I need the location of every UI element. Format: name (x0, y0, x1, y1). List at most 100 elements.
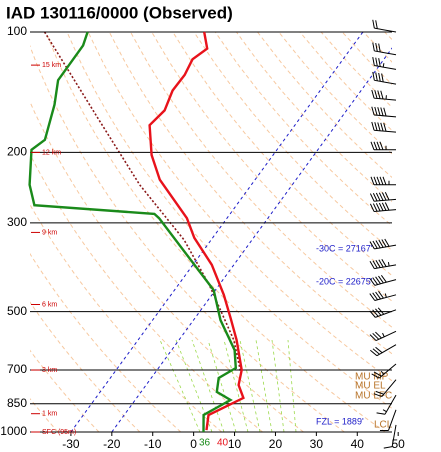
wind-barb (369, 202, 397, 213)
annotation: -20C = 22675' (316, 276, 373, 286)
barb (378, 58, 381, 67)
barb (373, 393, 383, 398)
barb (375, 42, 378, 52)
barb (369, 310, 376, 318)
barb (372, 19, 375, 29)
x-tick-label: 20 (269, 437, 283, 451)
wind-barb (369, 274, 397, 286)
barb-staff (374, 264, 397, 270)
wind-barb (369, 290, 397, 301)
moist-adiabat (175, 339, 213, 432)
barb (382, 332, 385, 337)
barb (384, 202, 390, 211)
barb (372, 348, 380, 355)
barb (380, 107, 384, 116)
wind-barb (372, 71, 397, 85)
barb (373, 176, 378, 185)
annotation: MU LFC (355, 391, 392, 402)
wind-barb (369, 238, 397, 250)
barb (372, 71, 375, 81)
barb (373, 141, 378, 150)
dry-adiabat (172, 32, 392, 277)
y-tick-label: 1000 (0, 424, 27, 438)
x-tick-label: -30 (62, 437, 80, 451)
barb-staff (374, 114, 397, 118)
barb (378, 290, 384, 299)
barb (381, 192, 387, 201)
dry-adiabat (235, 32, 392, 203)
barb (383, 446, 393, 449)
moist-adiabat (287, 339, 297, 432)
barb (387, 262, 390, 267)
y-tick-label: 700 (7, 362, 27, 376)
barb (369, 241, 375, 250)
barb (375, 203, 381, 212)
barb-staff (384, 394, 397, 415)
barb (372, 309, 379, 317)
dry-adiabat (257, 32, 392, 179)
barb (375, 240, 381, 249)
barb (372, 57, 375, 66)
barb (372, 260, 378, 269)
barb-staff (374, 65, 397, 70)
wind-barb (379, 409, 397, 432)
x-tick-label: 30 (310, 437, 324, 451)
wind-barb (369, 192, 397, 202)
annotation: FZL = 1889' (316, 416, 364, 426)
barb (381, 73, 384, 82)
barb (375, 259, 381, 268)
dry-adiabat (30, 252, 182, 432)
wind-barb (371, 106, 397, 118)
moist-adiabat (239, 339, 261, 432)
wind-barb (369, 307, 397, 318)
barb (380, 274, 387, 283)
barb (375, 20, 378, 29)
barb-staff (374, 244, 397, 250)
barb-staff (374, 129, 397, 133)
wind-barb (373, 379, 397, 398)
barb (371, 121, 375, 131)
dry-adiabat (214, 32, 392, 227)
dry-adiabat (151, 32, 392, 302)
height-label: 15 km (42, 62, 61, 69)
barb (380, 90, 384, 100)
barb (376, 176, 381, 185)
barb-staff (375, 330, 397, 342)
annotation: 36 (199, 438, 211, 449)
moist-adiabat (271, 339, 285, 432)
barb (379, 176, 384, 185)
barb (369, 193, 375, 202)
wind-barb (370, 176, 396, 186)
barb (378, 259, 384, 268)
x-tick-label: 10 (228, 437, 242, 451)
barb (375, 346, 383, 354)
profile-line (148, 31, 245, 431)
barb-staff (374, 279, 397, 286)
barb (382, 176, 387, 185)
height-label: 12 km (42, 149, 61, 156)
height-label: 9 km (42, 229, 57, 236)
barb (372, 332, 380, 340)
barb-staff (388, 409, 397, 431)
barb (377, 107, 381, 116)
dry-adiabat (108, 32, 392, 355)
wind-barb (371, 363, 397, 379)
barb (378, 192, 384, 201)
y-tick-label: 850 (7, 396, 27, 410)
barb (376, 141, 381, 150)
barb (381, 258, 387, 267)
barb (370, 176, 375, 185)
moist-adiabat (191, 339, 225, 432)
barb (382, 63, 385, 68)
barb (384, 238, 390, 247)
barb (373, 371, 382, 377)
barb-staff (374, 27, 397, 33)
barb (374, 90, 378, 99)
barb (372, 42, 375, 52)
wind-barb (371, 89, 397, 101)
barb (375, 308, 382, 316)
barb (372, 277, 379, 285)
moist-adiabat (207, 339, 237, 432)
barb (369, 261, 375, 269)
